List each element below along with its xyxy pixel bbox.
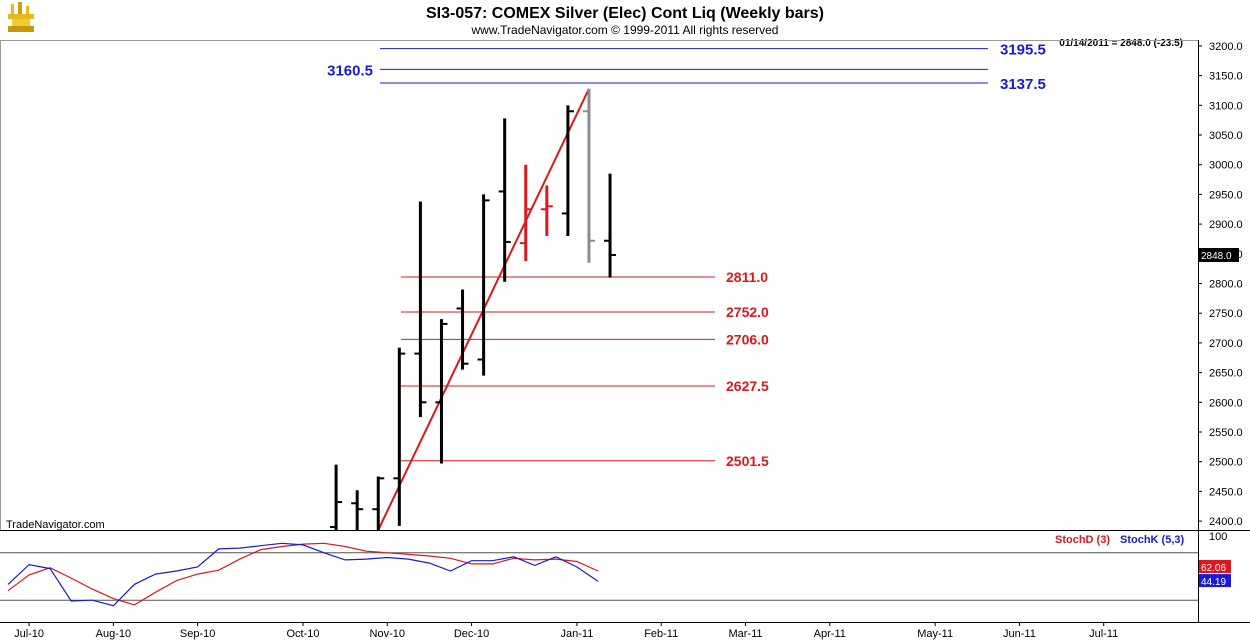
y-tick-label: 2450.0 xyxy=(1209,486,1243,498)
level-label: 3160.5 xyxy=(327,62,373,79)
y-tick-label: 2500.0 xyxy=(1209,457,1243,469)
y-tick-label: 3100.0 xyxy=(1209,100,1243,112)
stoch-tick-100: 100 xyxy=(1209,531,1227,543)
stoch-value-badge xyxy=(1199,574,1231,588)
ohlc-bar xyxy=(372,476,385,530)
ohlc-bar xyxy=(519,164,532,261)
x-tick-label: Jun-11 xyxy=(1003,628,1036,640)
y-tick-label: 3000.0 xyxy=(1209,160,1243,172)
level-label: 2627.5 xyxy=(726,378,769,394)
ohlc-bar xyxy=(477,194,490,376)
level-label: 2706.0 xyxy=(726,331,769,347)
ohlc-bar xyxy=(435,319,448,464)
stoch-value-badges: 62.06 44.19 xyxy=(1199,559,1231,588)
x-tick-label: Aug-10 xyxy=(96,628,131,640)
level-label: 2752.0 xyxy=(726,304,769,320)
price-levels: 3195.5 3160.5 3137.5 2811.0 2752.0 2706.0 2627… xyxy=(327,42,1046,469)
y-tick-label: 2950.0 xyxy=(1209,189,1243,201)
x-tick-label: Jan-11 xyxy=(561,628,594,640)
x-tick-label: Jul-11 xyxy=(1089,628,1118,640)
stochK-legend: StochK (5,3) xyxy=(1120,534,1185,546)
time-axis: Jul-10 Aug-10 Sep-10 Oct-10 Nov-10 Dec-10 Jan-… xyxy=(14,622,1118,640)
y-tick-label: 3150.0 xyxy=(1209,71,1243,83)
x-tick-label: Apr-11 xyxy=(814,628,846,640)
x-tick-label: Jul-10 xyxy=(14,628,44,640)
ohlc-bar xyxy=(414,201,427,418)
copyright-text: www.TradeNavigator.com © 1999-2011 All r… xyxy=(471,23,779,37)
price-panel-frame xyxy=(0,40,1199,531)
stoch-value-label: 62.06 xyxy=(1201,563,1226,574)
stochD-legend: StochD (3) xyxy=(1055,534,1110,546)
level-label: 3195.5 xyxy=(1000,42,1046,59)
ohlc-bar xyxy=(393,347,406,526)
ohlc-bar xyxy=(456,289,469,370)
x-tick-label: May-11 xyxy=(917,628,953,640)
y-tick-label: 3050.0 xyxy=(1209,130,1243,142)
y-tick-label: 2650.0 xyxy=(1209,368,1243,380)
candlestick-logo-icon xyxy=(8,2,34,32)
x-tick-label: Sep-10 xyxy=(180,628,215,640)
y-tick-label: 3200.0 xyxy=(1209,41,1243,53)
x-tick-label: Mar-11 xyxy=(728,628,762,640)
watermark-text: TradeNavigator.com xyxy=(6,519,105,531)
price-axis: 2400.0 2450.0 2500.0 2550.0 2600.0 2650.0 2700… xyxy=(1198,41,1243,528)
stoch-series-line xyxy=(7,542,599,607)
y-tick-label: 2600.0 xyxy=(1209,397,1243,409)
x-tick-label: Dec-10 xyxy=(454,628,489,640)
ohlc-bar xyxy=(561,105,574,236)
ohlc-bar xyxy=(582,88,595,263)
y-tick-label: 2750.0 xyxy=(1209,308,1243,320)
ohlc-bar xyxy=(540,185,553,236)
x-tick-label: Oct-10 xyxy=(286,628,319,640)
level-label: 3137.5 xyxy=(1000,76,1046,93)
stochastic-panel xyxy=(0,542,1198,607)
ohlc-bar xyxy=(498,118,511,282)
y-tick-label: 2550.0 xyxy=(1209,427,1243,439)
y-tick-label: 2400.0 xyxy=(1209,516,1243,528)
level-label: 2811.0 xyxy=(726,269,768,285)
level-label: 2501.5 xyxy=(726,453,769,469)
stoch-value-badge xyxy=(1199,559,1231,573)
last-price-label: 2848.0 xyxy=(1201,251,1232,262)
y-tick-label: 2700.0 xyxy=(1209,338,1243,350)
status-readout: 01/14/2011 = 2848.0 (-23.5) xyxy=(1059,38,1183,49)
y-tick-label: 2800.0 xyxy=(1209,279,1243,291)
ohlc-bars xyxy=(330,88,617,530)
ohlc-bar xyxy=(351,490,364,530)
x-tick-label: Feb-11 xyxy=(644,628,678,640)
ohlc-bar xyxy=(330,464,343,530)
stoch-series-line xyxy=(7,542,599,606)
chart-title: SI3-057: COMEX Silver (Elec) Cont Liq (W… xyxy=(426,5,824,22)
ohlc-bar xyxy=(604,173,617,278)
last-price-badge: 2848.0 xyxy=(1199,248,1239,262)
x-tick-label: Nov-10 xyxy=(370,628,405,640)
stoch-value-label: 44.19 xyxy=(1201,577,1226,588)
y-tick-label: 2900.0 xyxy=(1209,219,1243,231)
